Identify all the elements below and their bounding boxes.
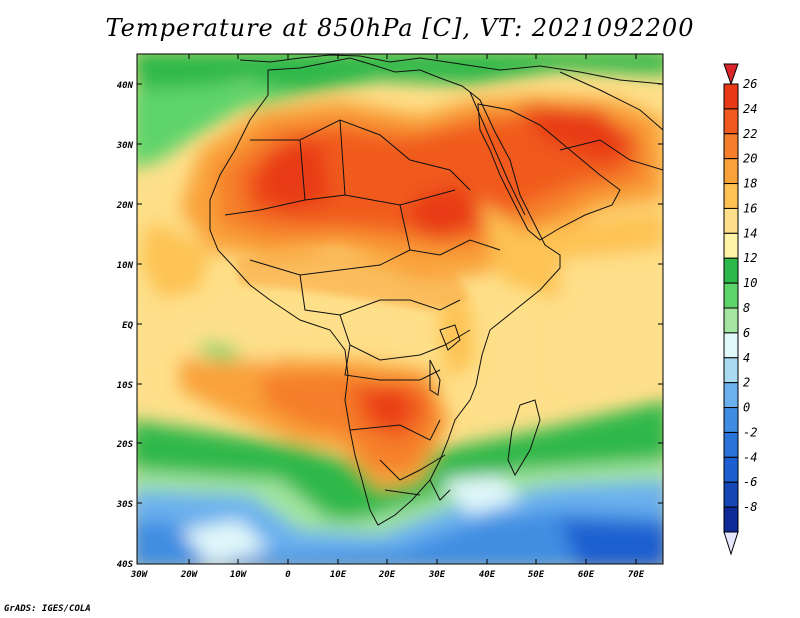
colorbar-swatch <box>723 183 739 209</box>
colorbar-swatch <box>723 506 739 533</box>
colorbar-label: 0 <box>743 401 750 415</box>
lat-label: 10N <box>117 261 134 271</box>
colorbar-swatch <box>723 307 739 334</box>
colorbar-label: 12 <box>743 251 757 265</box>
colorbar-label: 24 <box>743 102 757 116</box>
lon-label: 70E <box>628 570 645 580</box>
colorbar-label: 10 <box>743 276 757 290</box>
lon-label: 50E <box>528 570 545 580</box>
lon-label: 30E <box>428 570 446 580</box>
colorbar-swatch <box>723 83 739 110</box>
colorbar-label: -8 <box>743 500 757 514</box>
colorbar-label: 8 <box>743 301 750 315</box>
footer-credit: GrADS: IGES/COLA <box>4 604 91 614</box>
lon-label: 10W <box>230 570 248 580</box>
colorbar-swatch <box>723 158 739 185</box>
colorbar-top-arrow <box>723 63 739 86</box>
colorbar-label: 4 <box>743 351 750 365</box>
lon-ticks <box>188 54 637 564</box>
colorbar-label: 6 <box>743 326 750 340</box>
temperature-field <box>137 54 663 564</box>
colorbar-label: 18 <box>743 177 757 191</box>
lat-ticks <box>137 83 663 504</box>
colorbar-swatch <box>723 232 739 259</box>
colorbar-swatch <box>723 207 739 234</box>
lon-label: 20W <box>180 570 199 580</box>
colorbar-label: -6 <box>743 475 757 489</box>
colorbar-swatch <box>723 382 739 409</box>
colorbar-swatch <box>723 282 739 309</box>
lat-label: 40N <box>117 81 134 91</box>
colorbar-swatch <box>723 431 739 458</box>
colorbar-label: -2 <box>743 425 757 439</box>
lon-label: 0 <box>285 570 291 580</box>
map-frame <box>136 53 664 565</box>
colorbar-swatch <box>723 257 739 284</box>
lat-label: 20S <box>116 440 134 450</box>
colorbar-swatch <box>723 332 739 359</box>
colorbar-swatch <box>723 133 739 160</box>
colorbar-swatch <box>723 357 739 384</box>
lat-label: 20N <box>116 201 134 211</box>
colorbar-label: -4 <box>743 450 757 464</box>
colorbar-label: 16 <box>743 201 757 215</box>
lon-label: 60E <box>578 570 595 580</box>
colorbar-label: 26 <box>743 77 757 91</box>
colorbar-swatch <box>723 407 739 433</box>
lon-label: 30W <box>130 570 149 580</box>
colorbar-swatch <box>723 108 739 135</box>
colorbar-label: 20 <box>743 152 757 166</box>
map-title: Temperature at 850hPa [C], VT: 202109220… <box>105 14 695 42</box>
colorbar-label: 14 <box>743 226 757 240</box>
lat-label: 30N <box>116 141 134 151</box>
lat-label: 10S <box>117 381 134 391</box>
lon-label: 20E <box>378 570 396 580</box>
lon-label: 10E <box>330 570 347 580</box>
colorbar-swatch <box>723 481 739 508</box>
colorbar-label: 22 <box>743 127 757 141</box>
lat-label: 40S <box>117 560 134 570</box>
lat-label: 30S <box>116 500 134 510</box>
colorbar-label: 2 <box>743 376 750 390</box>
lon-label: 40E <box>479 570 496 580</box>
lat-label: EQ <box>122 321 133 331</box>
colorbar-swatch <box>723 456 739 483</box>
coastlines <box>209 54 663 526</box>
colorbar-bottom-arrow <box>723 531 739 556</box>
